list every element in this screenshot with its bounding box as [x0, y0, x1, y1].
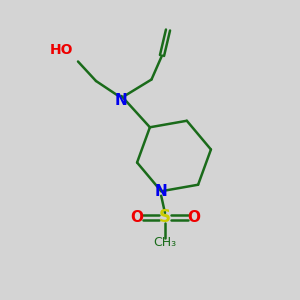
Text: O: O: [130, 210, 143, 225]
Text: HO: HO: [50, 43, 73, 56]
Text: N: N: [155, 184, 167, 199]
Text: O: O: [187, 210, 200, 225]
Text: CH₃: CH₃: [153, 236, 177, 250]
Text: S: S: [159, 208, 171, 226]
Text: N: N: [115, 93, 128, 108]
